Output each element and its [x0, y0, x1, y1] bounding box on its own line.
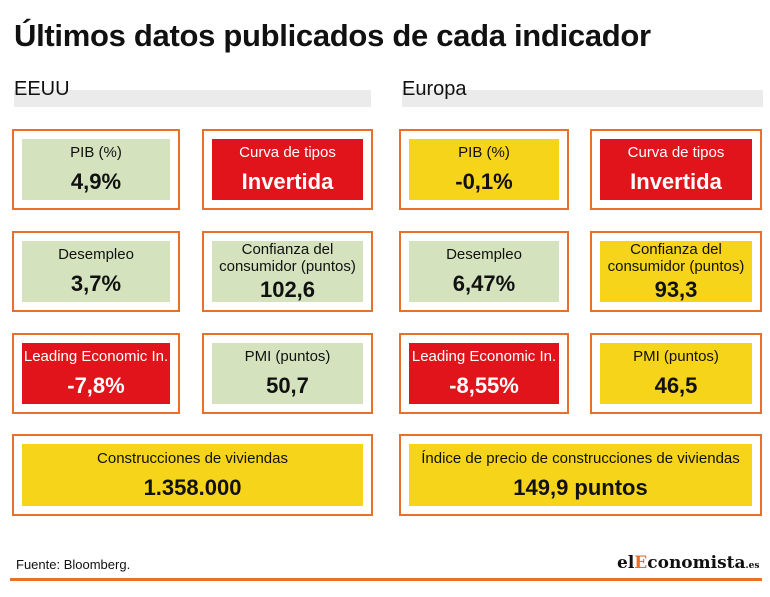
logo-part: conomista: [647, 553, 746, 573]
region-label-europa: Europa: [402, 78, 467, 100]
card-eeuu-desempleo: Desempleo 3,7%: [12, 231, 180, 312]
card-label: Desempleo: [446, 246, 522, 263]
card-value: 149,9 puntos: [513, 474, 648, 500]
card-fill: Construcciones de viviendas 1.358.000: [22, 444, 363, 506]
card-label: Índice de precio de construcciones de vi…: [421, 449, 740, 467]
eleconomista-logo[interactable]: elEconomista.es: [617, 553, 759, 573]
card-europa-pib: PIB (%) -0,1%: [399, 129, 569, 210]
card-fill: Índice de precio de construcciones de vi…: [409, 444, 752, 506]
card-fill: PIB (%) -0,1%: [409, 139, 559, 200]
card-value: 102,6: [259, 276, 316, 302]
card-value: 50,7: [266, 373, 309, 398]
card-eeuu-viviendas: Construcciones de viviendas 1.358.000: [12, 434, 373, 516]
card-europa-confianza: Confianza del consumidor (puntos) 93,3: [590, 231, 762, 312]
card-fill: Desempleo 6,47%: [409, 241, 559, 302]
card-value: Invertida: [630, 169, 722, 194]
card-label: PMI (puntos): [244, 348, 331, 365]
card-fill: PMI (puntos) 46,5: [600, 343, 752, 404]
card-eeuu-pib: PIB (%) 4,9%: [12, 129, 180, 210]
card-value: 1.358.000: [143, 474, 242, 500]
card-europa-precio-viviendas: Índice de precio de construcciones de vi…: [399, 434, 762, 516]
card-value: 46,5: [654, 373, 698, 398]
card-label: Desempleo: [58, 246, 134, 263]
card-value: 4,9%: [70, 169, 122, 194]
card-label: Confianza del consumidor (puntos): [607, 240, 745, 275]
card-fill: Desempleo 3,7%: [22, 241, 170, 302]
card-europa-pmi: PMI (puntos) 46,5: [590, 333, 762, 414]
card-fill: PMI (puntos) 50,7: [212, 343, 363, 404]
card-value: -7,8%: [67, 373, 125, 398]
card-europa-desempleo: Desempleo 6,47%: [399, 231, 569, 312]
logo-part: el: [617, 553, 635, 573]
card-eeuu-confianza: Confianza del consumidor (puntos) 102,6: [202, 231, 373, 312]
card-fill: Leading Economic In. -7,8%: [22, 343, 170, 404]
card-value: 6,47%: [452, 271, 516, 296]
card-label: PMI (puntos): [633, 348, 719, 365]
card-europa-leading: Leading Economic In. -8,55%: [399, 333, 569, 414]
page-title: Últimos datos publicados de cada indicad…: [14, 18, 651, 53]
card-fill: Confianza del consumidor (puntos) 93,3: [600, 241, 752, 302]
card-eeuu-pmi: PMI (puntos) 50,7: [202, 333, 373, 414]
card-label: Curva de tipos: [627, 144, 725, 161]
card-eeuu-curva: Curva de tipos Invertida: [202, 129, 373, 210]
card-label: PIB (%): [458, 144, 510, 161]
card-fill: Confianza del consumidor (puntos) 102,6: [212, 241, 363, 302]
card-value: 93,3: [654, 276, 698, 302]
card-eeuu-leading: Leading Economic In. -7,8%: [12, 333, 180, 414]
card-label: Leading Economic In.: [411, 348, 557, 365]
card-fill: PIB (%) 4,9%: [22, 139, 170, 200]
logo-part: .es: [745, 561, 760, 571]
card-value: Invertida: [241, 169, 334, 194]
region-europa: Europa: [402, 78, 763, 107]
card-label: Construcciones de viviendas: [97, 449, 288, 467]
card-fill: Leading Economic In. -8,55%: [409, 343, 559, 404]
card-label: Curva de tipos: [239, 144, 336, 161]
card-europa-curva: Curva de tipos Invertida: [590, 129, 762, 210]
card-fill: Curva de tipos Invertida: [600, 139, 752, 200]
card-fill: Curva de tipos Invertida: [212, 139, 363, 200]
card-label: PIB (%): [70, 144, 122, 161]
region-eeuu: EEUU: [14, 78, 371, 107]
card-value: 3,7%: [70, 271, 122, 296]
bottom-rule: [10, 578, 762, 581]
card-value: -0,1%: [455, 169, 513, 194]
logo-part: E: [634, 553, 648, 573]
region-label-eeuu: EEUU: [14, 78, 70, 100]
card-label: Confianza del consumidor (puntos): [219, 240, 356, 275]
card-value: -8,55%: [449, 373, 519, 398]
card-label: Leading Economic In.: [23, 348, 169, 365]
source-note: Fuente: Bloomberg.: [16, 557, 131, 572]
